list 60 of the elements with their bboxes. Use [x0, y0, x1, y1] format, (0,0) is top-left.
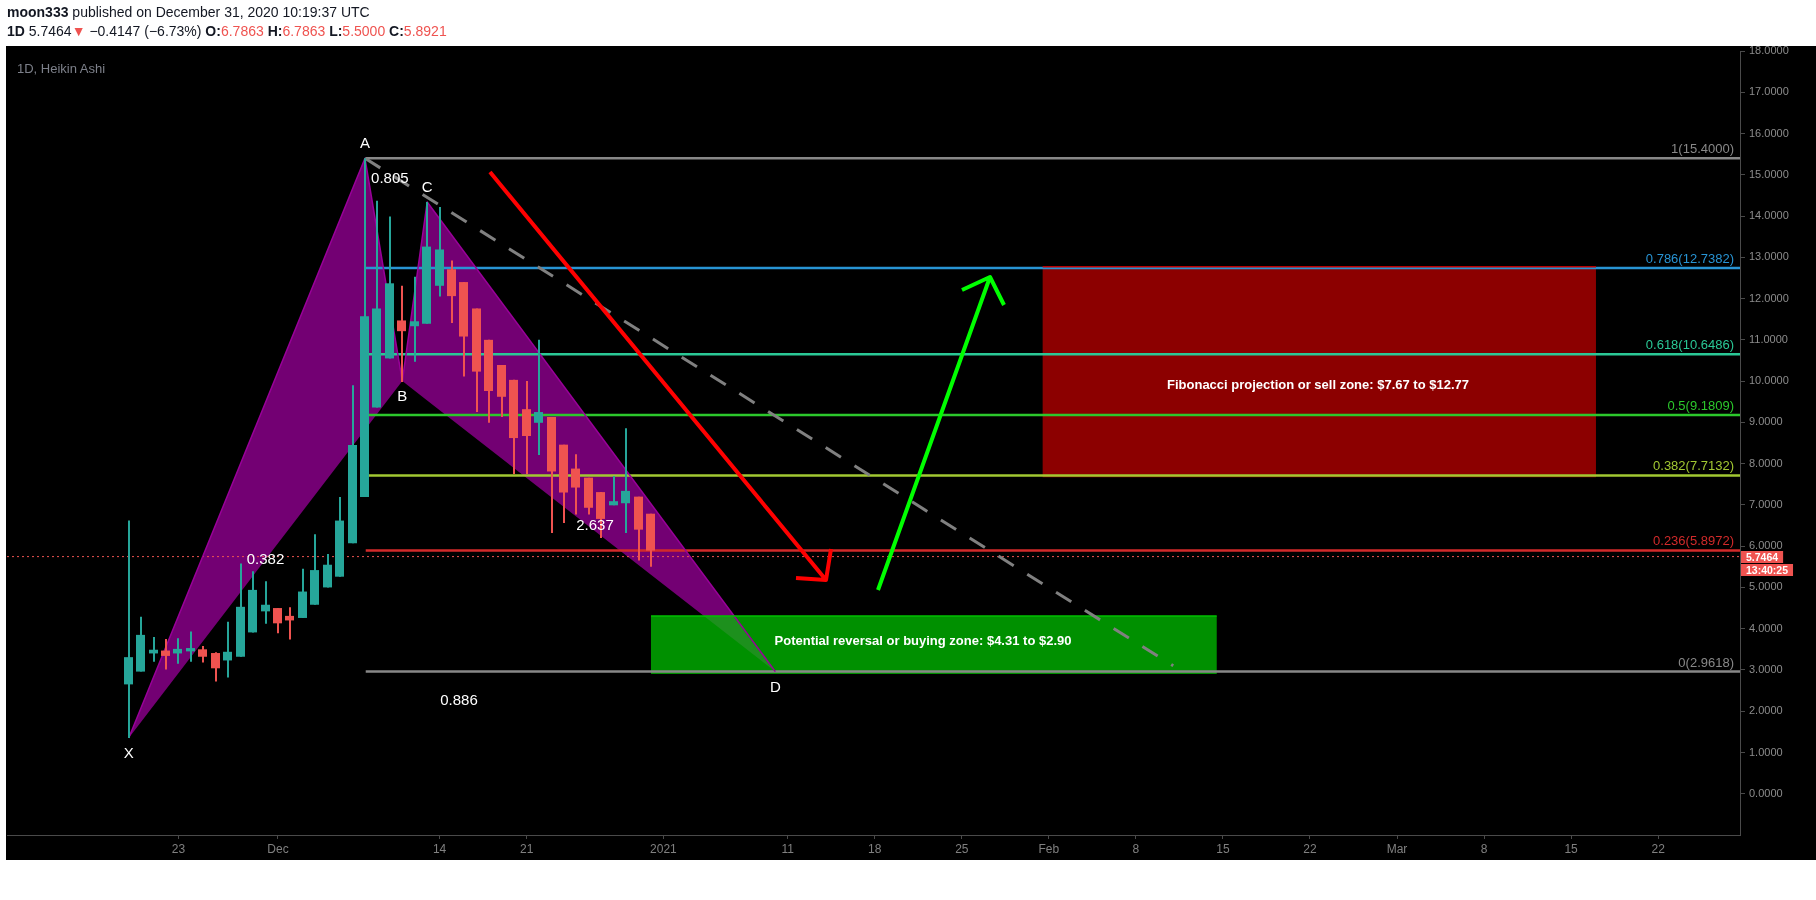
annotation: 1D, Heikin Ashi — [17, 61, 106, 77]
y-tick-label: 13.0000 — [1749, 250, 1789, 263]
x-tick-label: 8 — [1132, 841, 1140, 856]
x-tick-label: 2021 — [650, 841, 678, 856]
x-tick-label: Feb — [1038, 841, 1060, 856]
y-tick-label: 17.0000 — [1749, 85, 1789, 98]
annotation: 0.886 — [440, 691, 478, 709]
annotation: B — [397, 387, 408, 405]
annotation: 0.382 — [246, 549, 285, 567]
y-tick-label: 0.0000 — [1749, 786, 1783, 799]
y-tick-label: 6.0000 — [1749, 539, 1783, 552]
ref-line-label: 5.7464 13:40:25 — [1746, 550, 1789, 576]
y-tick-label: 8.0000 — [1749, 456, 1783, 469]
y-tick-label: 2.0000 — [1749, 704, 1783, 717]
y-tick-label: 5.0000 — [1749, 580, 1783, 593]
x-tick-label: 11 — [781, 841, 795, 856]
x-tick-label: 22 — [1303, 841, 1317, 856]
x-tick-label: 8 — [1480, 841, 1488, 856]
ref-line-label: 0.618(10.6486) — [1645, 337, 1734, 353]
annotation: 0.805 — [371, 169, 409, 187]
annotation: Fibonacci projection or sell zone: $7.67 to $12.77 — [1167, 376, 1469, 392]
x-tick-label: 21 — [519, 841, 534, 856]
annotation: D — [769, 677, 781, 695]
text: 1D 5.7464▼ −0.4147 (−6.73%) O:6.7863 H:6.7863 L:5.5000 C:5.8921 — [7, 23, 447, 39]
x-tick-label: 14 — [432, 841, 447, 856]
y-tick-label: 10.0000 — [1749, 374, 1789, 387]
ref-line-label: 0.786(12.7382) — [1645, 251, 1734, 267]
chart-title: moon333 published on December 31, 2020 10:19:37 UTC — [7, 3, 370, 21]
y-tick-label: 12.0000 — [1749, 291, 1789, 304]
x-tick-label: 15 — [1216, 841, 1230, 856]
y-tick-label: 1.0000 — [1749, 745, 1783, 758]
candlestick — [186, 631, 195, 662]
y-tick-label: 16.0000 — [1749, 126, 1789, 139]
candlestick — [410, 276, 419, 362]
x-tick-label: 15 — [1564, 841, 1579, 856]
y-tick-label: 9.0000 — [1749, 415, 1783, 428]
y-tick-label: 15.0000 — [1749, 167, 1789, 180]
ref-line-label: 0.236(5.8972) — [1653, 533, 1734, 549]
annotation: A — [359, 134, 371, 152]
x-tick-label: 22 — [1651, 841, 1666, 856]
x-tick-label: 23 — [171, 841, 186, 856]
y-tick-label: 3.0000 — [1749, 662, 1783, 675]
y-tick-label: 7.0000 — [1749, 497, 1783, 510]
candlestick — [534, 339, 543, 455]
y-tick-label: 18.0000 — [1749, 44, 1789, 57]
y-tick-label: 11.0000 — [1749, 332, 1788, 345]
y-tick-label: 14.0000 — [1749, 209, 1789, 222]
annotation: C — [421, 178, 433, 196]
ref-line-label: 0(2.9618) — [1678, 654, 1734, 670]
x-tick-label: Dec — [267, 841, 289, 856]
x-tick-label: 25 — [955, 841, 969, 856]
y-tick-label: 4.0000 — [1749, 621, 1783, 634]
x-tick-label: 18 — [868, 841, 882, 856]
ref-line-label: 1(15.4000) — [1671, 141, 1734, 157]
annotation: Potential reversal or buying zone: $4.31 to $2.90 — [774, 632, 1072, 648]
annotation: X — [123, 744, 134, 762]
x-tick-label: Mar — [1386, 841, 1408, 856]
annotation: 2.637 — [576, 515, 614, 533]
ref-line-label: 0.5(9.1809) — [1667, 397, 1734, 413]
ref-line-label: 0.382(7.7132) — [1653, 458, 1734, 474]
